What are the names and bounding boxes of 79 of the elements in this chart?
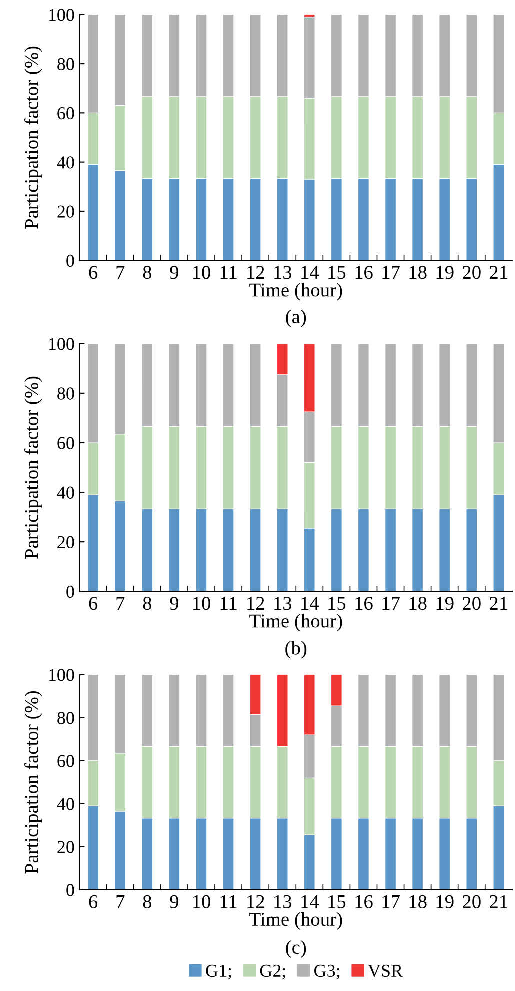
x-tick-label: 15 (328, 597, 346, 610)
x-tick-label: 11 (220, 895, 237, 908)
x-tick-label: 8 (143, 597, 152, 610)
x-tick-label: 12 (248, 895, 264, 908)
x-tick-label: 18 (410, 597, 427, 610)
x-axis-title: Time (hour) (250, 912, 342, 930)
x-tick-label: 20 (463, 895, 481, 908)
y-tick-label: 20 (58, 841, 74, 854)
x-tick-label: 17 (382, 266, 400, 279)
y-tick-label: 0 (66, 884, 74, 896)
x-tick-label: 21 (490, 597, 508, 610)
y-tick-label: 0 (66, 586, 74, 598)
x-tick-label: 12 (248, 266, 264, 279)
x-tick-label: 19 (436, 597, 454, 610)
y-tick-label: 100 (49, 669, 74, 682)
x-tick-label: 13 (274, 266, 292, 280)
x-tick-label: 17 (382, 597, 400, 610)
y-tick-label: 100 (49, 338, 74, 350)
x-tick-label: 20 (463, 597, 481, 610)
x-tick-label: 6 (89, 597, 98, 610)
x-tick-label: 9 (170, 597, 179, 610)
x-tick-label: 11 (220, 597, 237, 610)
x-tick-label: 16 (356, 895, 373, 908)
x-tick-label: 21 (490, 895, 508, 908)
x-tick-label: 14 (302, 597, 320, 610)
y-axis-title: Participation factor (%) (24, 46, 42, 229)
x-tick-label: 15 (328, 266, 346, 280)
x-tick-label: 13 (274, 895, 292, 908)
x-tick-label: 21 (490, 266, 508, 279)
y-tick-label: 40 (57, 798, 74, 810)
y-tick-label: 60 (58, 755, 74, 768)
x-tick-label: 17 (382, 895, 400, 908)
legend-label: G1; (206, 964, 232, 980)
text: (b) (286, 641, 307, 659)
y-tick-label: 100 (49, 9, 74, 22)
legend-label: VSR (368, 964, 404, 978)
y-tick-label: 80 (58, 712, 74, 724)
y-tick-label: 60 (58, 437, 74, 450)
x-axis-title: Time (hour) (250, 283, 342, 301)
x-tick-label: 9 (170, 895, 179, 908)
x-tick-label: 6 (89, 266, 98, 280)
x-tick-label: 10 (193, 266, 210, 280)
x-tick-label: 7 (116, 597, 125, 610)
x-tick-label: 16 (356, 266, 373, 280)
x-tick-label: 8 (143, 266, 152, 280)
y-tick-label: 80 (58, 58, 74, 70)
y-axis-title: Participation factor (%) (24, 691, 42, 874)
x-tick-label: 11 (220, 266, 237, 279)
x-tick-label: 8 (143, 895, 152, 908)
y-tick-label: 80 (58, 388, 74, 400)
legend-label: G3; (314, 964, 340, 980)
x-tick-label: 7 (116, 896, 125, 908)
x-tick-label: 18 (410, 895, 427, 908)
y-tick-label: 20 (58, 536, 74, 549)
text: (c) (286, 940, 306, 958)
x-tick-label: 14 (302, 266, 320, 279)
x-tick-label: 13 (274, 597, 292, 610)
y-tick-label: 60 (58, 107, 74, 120)
x-axis-title: Time (hour) (250, 614, 342, 632)
x-tick-label: 19 (436, 895, 454, 908)
x-tick-label: 14 (302, 895, 320, 908)
y-tick-label: 40 (57, 486, 74, 499)
x-tick-label: 10 (193, 597, 210, 610)
y-tick-label: 40 (57, 156, 74, 169)
y-tick-label: 0 (66, 254, 74, 268)
x-tick-label: 19 (436, 266, 454, 280)
legend-label: G2; (260, 964, 286, 980)
text: (a) (286, 310, 306, 328)
x-tick-label: 7 (116, 266, 125, 279)
x-tick-label: 15 (328, 895, 346, 908)
x-tick-label: 20 (463, 266, 481, 280)
x-tick-label: 10 (193, 895, 210, 908)
x-tick-label: 18 (410, 266, 427, 280)
x-tick-label: 9 (170, 266, 179, 280)
y-tick-label: 20 (58, 206, 74, 218)
y-axis-title: Participation factor (%) (24, 376, 42, 559)
x-tick-label: 6 (89, 895, 98, 908)
x-tick-label: 16 (356, 597, 373, 610)
x-tick-label: 12 (248, 597, 264, 610)
